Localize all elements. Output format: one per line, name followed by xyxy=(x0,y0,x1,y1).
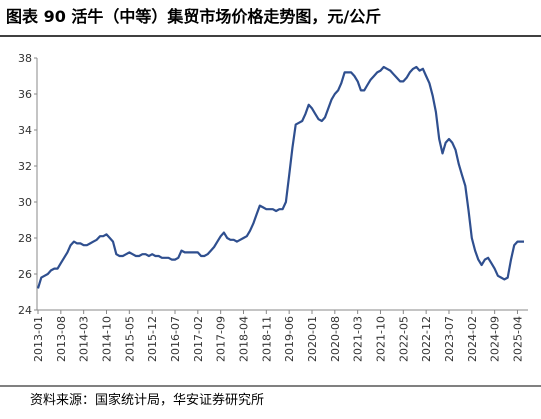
x-tick-label: 2017-02 xyxy=(192,316,205,362)
x-tick-label: 2019-06 xyxy=(283,316,296,362)
x-tick-label: 2018-11 xyxy=(260,316,273,362)
y-tick-label: 32 xyxy=(18,160,32,173)
x-tick-label: 2015-05 xyxy=(123,316,136,362)
y-tick-label: 28 xyxy=(18,232,32,245)
x-tick-label: 2022-05 xyxy=(397,316,410,362)
y-tick-label: 38 xyxy=(18,52,32,65)
x-tick-label: 2014-03 xyxy=(78,316,91,362)
x-tick-label: 2013-08 xyxy=(55,316,68,362)
data-line xyxy=(36,65,524,289)
x-tick-label: 2016-07 xyxy=(169,316,182,362)
x-tick-label: 2015-12 xyxy=(146,316,159,362)
x-tick-label: 2020-01 xyxy=(306,316,319,362)
x-tick-label: 2014-10 xyxy=(100,316,113,362)
y-tick-label: 34 xyxy=(18,124,32,137)
y-tick-label: 26 xyxy=(18,268,32,281)
chart-title: 图表 90 活牛（中等）集贸市场价格走势图，元/公斤 xyxy=(6,7,381,26)
x-tick-label: 2020-08 xyxy=(329,316,342,362)
y-tick-label: 36 xyxy=(18,88,32,101)
x-tick-label: 2018-04 xyxy=(237,316,250,362)
y-tick-label: 30 xyxy=(18,196,32,209)
x-tick-label: 2013-01 xyxy=(32,316,45,362)
x-tick-label: 2025-04 xyxy=(511,316,524,362)
x-tick-label: 2022-12 xyxy=(420,316,433,362)
x-tick-label: 2024-02 xyxy=(466,316,479,362)
source: 资料来源：国家统计局，华安证券研究所 xyxy=(30,392,264,408)
x-tick-label: 2021-10 xyxy=(374,316,387,362)
x-tick-label: 2024-09 xyxy=(489,316,502,362)
x-tick-label: 2017-09 xyxy=(215,316,228,362)
x-tick-label: 2023-07 xyxy=(443,316,456,362)
x-tick-label: 2021-03 xyxy=(352,316,365,362)
y-tick-label: 24 xyxy=(18,304,32,317)
